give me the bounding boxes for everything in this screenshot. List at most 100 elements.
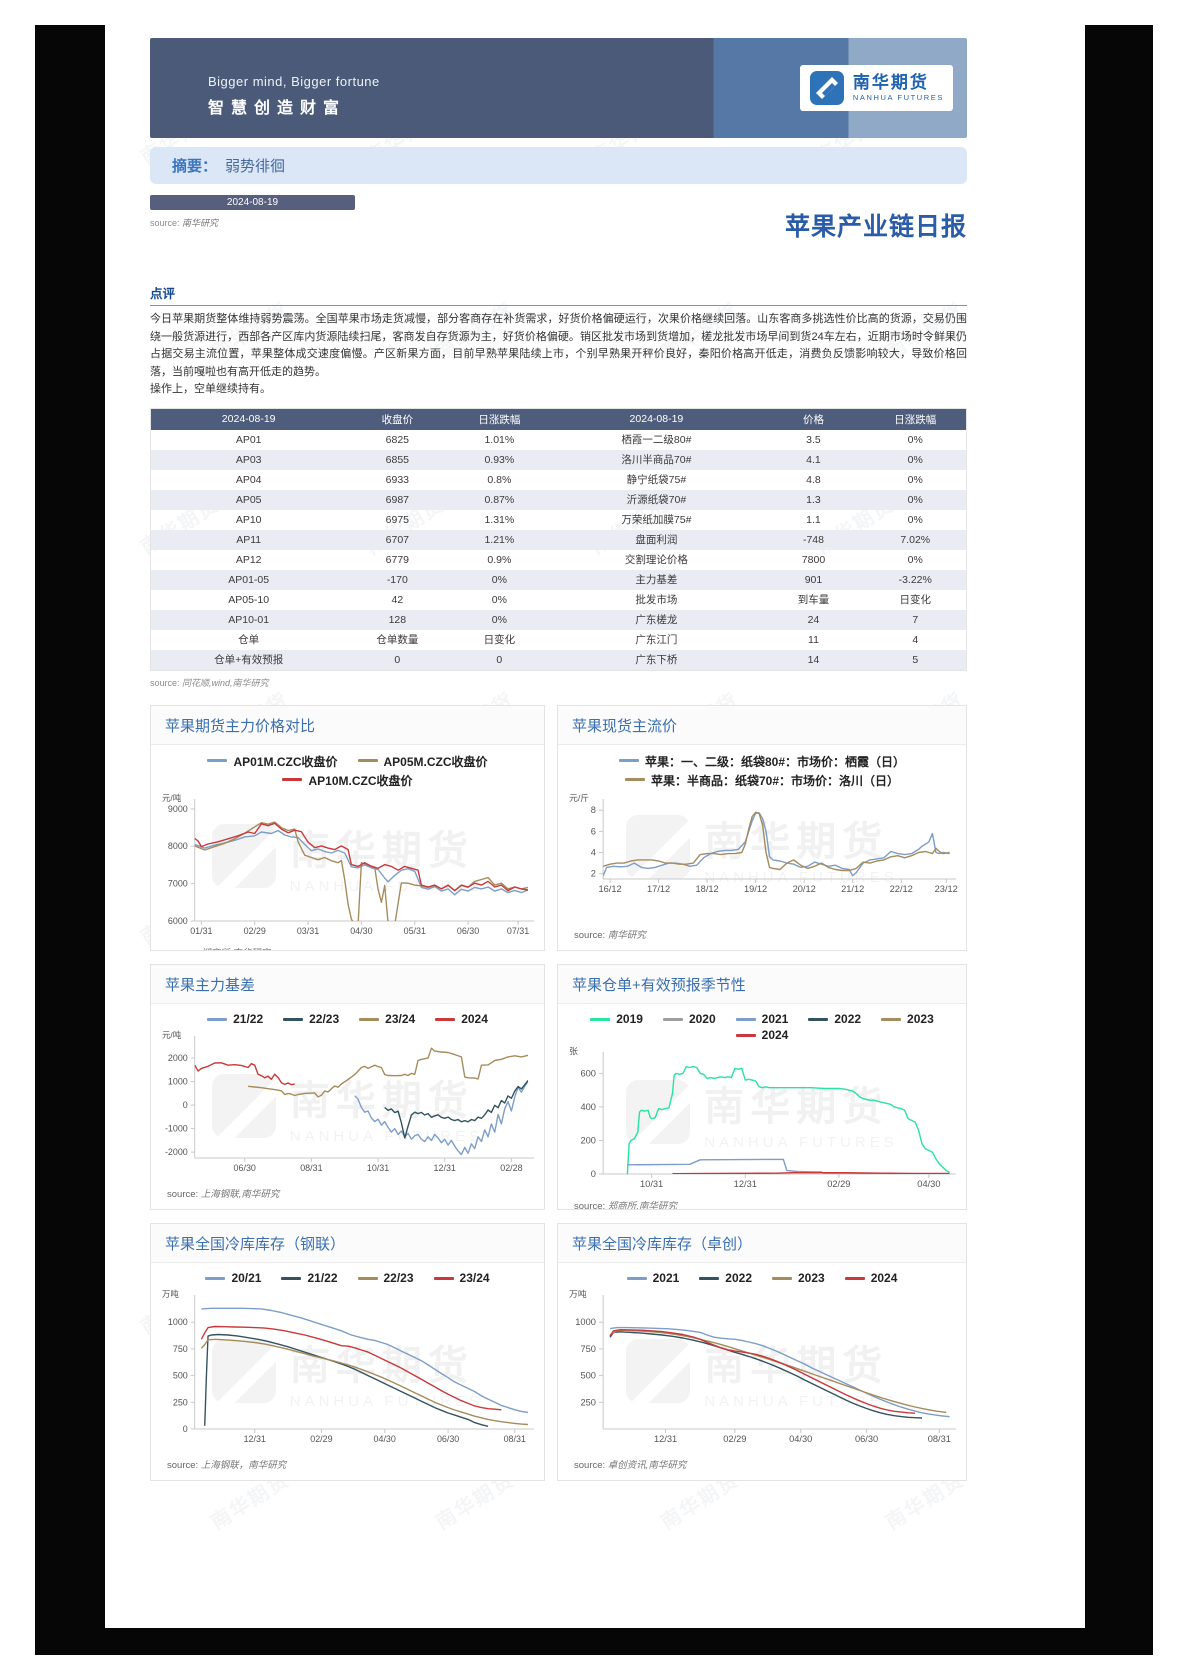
- table-header-cell: 日涨跌幅: [864, 408, 967, 430]
- svg-text:250: 250: [173, 1397, 188, 1407]
- table-cell: 0.93%: [484, 453, 515, 466]
- table-header-cell: 日涨跌幅: [448, 408, 551, 430]
- svg-text:0: 0: [183, 1100, 188, 1110]
- svg-text:12/31: 12/31: [734, 1179, 757, 1189]
- table-cell: 0%: [907, 453, 923, 466]
- svg-text:16/12: 16/12: [598, 884, 621, 894]
- legend-item: 22/23: [283, 1012, 339, 1026]
- legend-item: 21/22: [281, 1271, 338, 1285]
- table-cell: 0%: [907, 473, 923, 486]
- svg-text:8: 8: [591, 805, 596, 815]
- chart-card-cold-storage-zhuochuang: 苹果全国冷库库存（卓创） 南华期货 NANHUA FUTURES 2021 2022…: [557, 1222, 967, 1481]
- chart-title: 苹果全国冷库库存（钢联）: [151, 1223, 544, 1263]
- table-cell: 1.31%: [484, 513, 515, 526]
- brand-name-en: NANHUA FUTURES: [852, 92, 944, 102]
- slogan-en: Bigger mind, Bigger fortune: [208, 74, 380, 89]
- slogan-cn: 智慧创造财富: [208, 100, 347, 117]
- legend-item: 2024: [844, 1271, 897, 1285]
- table-row: 仓单 仓单数量 日变化 广东江门 11 4: [151, 630, 967, 650]
- svg-text:0: 0: [591, 1169, 596, 1179]
- chart-title: 苹果全国冷库库存（卓创）: [558, 1223, 966, 1263]
- legend-item: 23/24: [359, 1012, 415, 1026]
- table-cell: 静宁纸袋75#: [626, 474, 687, 487]
- svg-text:06/30: 06/30: [457, 926, 479, 936]
- legend-item: 2021: [735, 1012, 788, 1026]
- table-row: AP01 6825 1.01% 栖霞一二级80# 3.5 0%: [151, 430, 967, 450]
- svg-text:10/31: 10/31: [640, 1179, 663, 1189]
- svg-text:张: 张: [569, 1046, 578, 1056]
- comment-action: 操作上，空单继续持有。: [150, 383, 271, 396]
- table-header-cell: 2024-08-19: [550, 408, 763, 430]
- table-cell: 0%: [907, 513, 923, 526]
- table-cell: 0%: [907, 553, 923, 566]
- svg-text:02/29: 02/29: [827, 1179, 850, 1189]
- table-row: AP10-01 128 0% 广东槎龙 24 7: [150, 609, 967, 630]
- table-cell: 广东下桥: [635, 654, 678, 667]
- table-cell: 1.3: [806, 493, 821, 506]
- table-row: 仓单+有效预报 0 0 广东下桥 14 5: [150, 649, 967, 671]
- svg-text:07/31: 07/31: [507, 926, 529, 936]
- svg-text:元/吨: 元/吨: [162, 793, 182, 803]
- table-cell: 6987: [385, 493, 409, 506]
- quote-table-head: 2024-08-19 收盘价 日涨跌幅 2024-08-19 价格 日涨跌幅: [150, 408, 967, 430]
- table-cell: 0.87%: [484, 493, 515, 506]
- line-chart: 元/斤8 6 4 216/12 17/12 18/12 19/12 20/12 21/12 22/…: [569, 793, 958, 894]
- table-cell: 批发市场: [635, 594, 678, 607]
- table-cell: -3.22%: [898, 573, 932, 586]
- legend-item: AP10M.CZC收盘价: [282, 772, 413, 789]
- table-row: AP01-05 -170 0% 主力基差 901 -3.22%: [150, 569, 967, 590]
- legend-item: AP01M.CZC收盘价: [207, 753, 338, 770]
- svg-text:18/12: 18/12: [696, 884, 719, 894]
- svg-text:6000: 6000: [168, 916, 188, 926]
- svg-text:6: 6: [591, 826, 596, 836]
- summary-label: 摘要：: [172, 158, 218, 175]
- svg-text:21/12: 21/12: [841, 884, 864, 894]
- legend-item: 20/21: [205, 1271, 261, 1285]
- svg-text:8000: 8000: [168, 841, 188, 851]
- svg-text:08/31: 08/31: [300, 1163, 322, 1173]
- svg-text:04/30: 04/30: [789, 1434, 812, 1444]
- svg-text:500: 500: [580, 1371, 595, 1381]
- table-cell: 0%: [907, 433, 923, 446]
- svg-text:元/斤: 元/斤: [569, 793, 589, 803]
- banner-slogans: Bigger mind, Bigger fortune 智慧创造财富: [208, 74, 380, 118]
- table-cell: 6975: [385, 513, 409, 526]
- table-cell: 洛川半商品70#: [621, 454, 692, 467]
- table-cell: 24: [807, 613, 820, 626]
- chart-legend: 20/21 21/22 22/23 23/24: [165, 1271, 530, 1285]
- table-cell: 4.8: [806, 473, 821, 486]
- table-cell: 6779: [385, 553, 409, 566]
- table-cell: 广东江门: [635, 634, 678, 647]
- svg-text:9000: 9000: [168, 804, 188, 814]
- svg-text:750: 750: [580, 1344, 595, 1354]
- svg-text:04/30: 04/30: [374, 1434, 396, 1444]
- table-cell: 0%: [491, 613, 507, 626]
- table-cell: 仓单数量: [376, 634, 419, 647]
- table-cell: 0.8%: [487, 473, 512, 486]
- chart-card-cold-storage-mysteel: 苹果全国冷库库存（钢联） 南华期货 NANHUA FUTURES 20/21 21/…: [150, 1222, 545, 1481]
- table-cell: 1.01%: [484, 433, 515, 446]
- table-cell: 沂源纸袋70#: [626, 494, 687, 507]
- table-cell: 6707: [385, 533, 409, 546]
- table-cell: 5: [912, 653, 919, 666]
- table-cell: 7: [912, 613, 919, 626]
- table-source: source: 同花顺,wind,南华研究: [150, 677, 269, 688]
- table-cell: 栖霞一二级80#: [621, 434, 692, 447]
- table-row: AP03 6855 0.93% 洛川半商品70# 4.1 0%: [150, 449, 967, 470]
- svg-text:02/28: 02/28: [500, 1163, 522, 1173]
- date-block: 2024-08-19 source: 南华研究: [150, 195, 355, 243]
- table-cell: 0: [394, 653, 401, 666]
- table-cell: AP01: [235, 433, 262, 446]
- table-cell: 盘面利润: [635, 534, 678, 547]
- legend-item: 22/23: [357, 1271, 414, 1285]
- svg-text:02/29: 02/29: [244, 926, 266, 936]
- table-cell: 仓单: [238, 634, 260, 647]
- table-header-cell: 2024-08-19: [150, 408, 347, 430]
- svg-text:22/12: 22/12: [890, 884, 913, 894]
- svg-text:20/12: 20/12: [793, 884, 816, 894]
- line-chart: 万吨 1000 750 500 250 12/31 02/29 04/30 06/30 08/31: [569, 1288, 956, 1444]
- table-cell: 日变化: [899, 594, 931, 607]
- report-page: 南华期货 南华期货 南华期货 南华期货 南华期货 南华期货 南华期货 南华期货 南华期货 南华期货…: [105, 25, 1085, 1628]
- chart-source: source: 上海钢联，南华研究: [167, 1459, 287, 1471]
- legend-item: 2023: [881, 1012, 934, 1026]
